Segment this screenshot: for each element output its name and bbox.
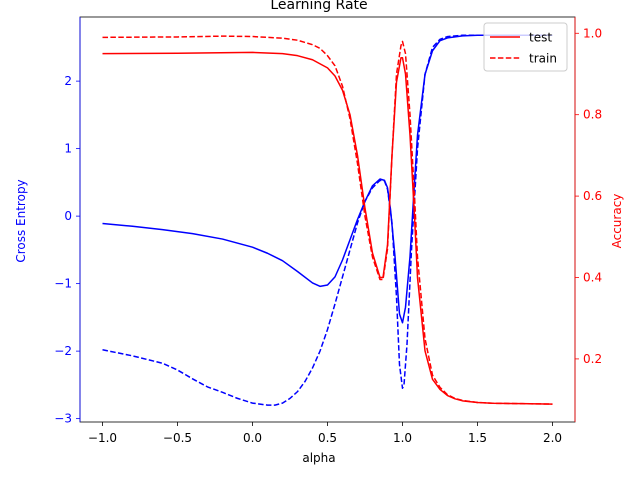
y-right-axis-title: Accuracy <box>610 194 624 249</box>
x-tick-label: −0.5 <box>163 431 192 445</box>
cross-entropy-test-line <box>102 34 553 324</box>
accuracy-test-line <box>102 51 553 405</box>
accuracy-train-line <box>102 35 553 405</box>
legend: test train <box>483 22 568 72</box>
y-right-tick-label: 0.2 <box>583 352 602 366</box>
y-right-tick-label: 0.4 <box>583 271 602 285</box>
y-right-tick-label: 0.6 <box>583 189 602 203</box>
x-tick-label: 1.5 <box>468 431 487 445</box>
x-tick-label: 1.0 <box>393 431 412 445</box>
legend-train-label: train <box>529 52 557 66</box>
y-left-tick-label: 1 <box>64 142 72 156</box>
y-left-tick-label: −2 <box>54 344 72 358</box>
y-left-tick-label: −1 <box>54 277 72 291</box>
y-left-axis-title: Cross Entropy <box>14 179 28 262</box>
x-tick-label: 0.0 <box>243 431 262 445</box>
axis-ticks: −1.0 −0.5 0.0 0.5 1.0 1.5 2.0 −3 −2 −1 0 1 2 0.2 0.4 0.… <box>54 26 602 445</box>
chart-title: Learning Rate <box>270 0 367 13</box>
legend-test-label: test <box>529 31 552 45</box>
axes-frame <box>79 16 576 423</box>
y-right-tick-label: 0.8 <box>583 108 602 122</box>
x-tick-label: 2.0 <box>543 431 562 445</box>
y-left-tick-label: 0 <box>64 209 72 223</box>
legend-box <box>483 22 568 72</box>
x-axis-title: alpha <box>302 451 335 465</box>
y-left-tick-label: 2 <box>64 74 72 88</box>
y-right-tick-label: 1.0 <box>583 26 602 40</box>
x-tick-label: −1.0 <box>88 431 117 445</box>
y-left-tick-label: −3 <box>54 412 72 426</box>
cross-entropy-train-line <box>102 34 553 406</box>
x-tick-label: 0.5 <box>318 431 337 445</box>
plot-area <box>79 16 576 423</box>
